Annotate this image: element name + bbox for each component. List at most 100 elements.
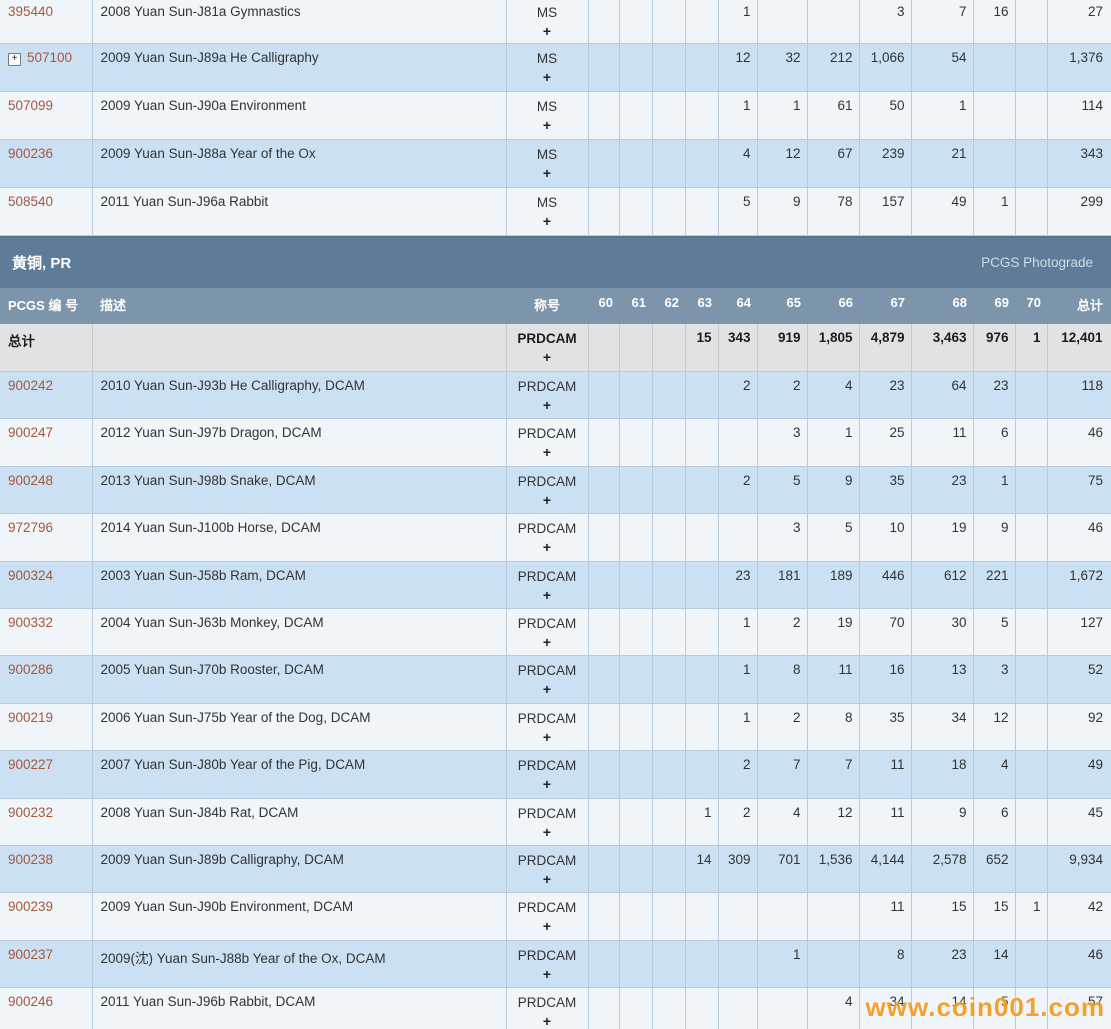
plus-designation[interactable]: + [542, 823, 552, 840]
plus-designation[interactable]: + [542, 23, 552, 39]
plus-designation[interactable]: + [542, 348, 552, 365]
col-header-grade-60: 60 [588, 287, 619, 324]
pcgs-number-link[interactable]: 972796 [8, 520, 54, 536]
grade-cell-60 [588, 513, 620, 562]
grade-cell-68: 64 [911, 371, 974, 420]
grade-cell-68: 7 [911, 0, 974, 44]
pcgs-number-link[interactable]: 900248 [8, 472, 54, 488]
plus-designation[interactable]: + [542, 586, 552, 603]
coin-description: 2009 Yuan Sun-J90b Environment, DCAM [92, 892, 507, 941]
total-cell: 46 [1047, 418, 1111, 467]
table-row: 507099 2009 Yuan Sun-J90a Environment MS… [0, 91, 1111, 140]
designation-cell: PRDCAM + [506, 608, 589, 657]
table-row: 900227 2007 Yuan Sun-J80b Year of the Pi… [0, 750, 1111, 799]
table-row: 900286 2005 Yuan Sun-J70b Rooster, DCAM … [0, 655, 1111, 704]
grade-cell-67: 4,144 [859, 845, 912, 894]
col-header-pcgs-number: PCGS 编 号 [0, 287, 92, 324]
grade-cell-66: 7 [807, 750, 860, 799]
plus-designation[interactable]: + [542, 728, 552, 745]
designation-label: PRDCAM [517, 805, 577, 821]
plus-designation[interactable]: + [542, 212, 552, 229]
designation-cell: MS + [506, 139, 589, 188]
pcgs-number-link[interactable]: 900242 [8, 378, 54, 393]
pcgs-number-link[interactable]: 900332 [8, 614, 54, 630]
plus-designation[interactable]: + [542, 68, 552, 85]
plus-designation[interactable]: + [542, 1013, 552, 1029]
pcgs-number-link[interactable]: 900238 [8, 851, 54, 867]
grade-cell-69: 15 [973, 892, 1016, 941]
pcgs-number-cell: 900232 [0, 798, 93, 846]
plus-designation[interactable]: + [542, 116, 552, 133]
plus-designation[interactable]: + [542, 965, 552, 982]
pcgs-number-link[interactable]: 900227 [8, 757, 54, 773]
plus-designation[interactable]: + [542, 918, 552, 935]
col-header-description: 描述 [92, 287, 506, 324]
grade-cell-66: 189 [807, 561, 860, 609]
grade-cell-60 [588, 655, 620, 704]
designation-cell: PRDCAM + [506, 655, 589, 704]
pcgs-number-link[interactable]: 900246 [8, 994, 54, 1010]
grade-cell-68: 23 [911, 940, 974, 989]
designation-cell: PRDCAM + [506, 323, 589, 372]
grade-cell-69: 6 [973, 798, 1016, 846]
grade-cell-69 [973, 43, 1016, 92]
grade-cell-62 [652, 139, 686, 188]
pcgs-number-cell: 900236 [0, 139, 93, 188]
grade-cell-62 [652, 845, 686, 894]
designation-cell: MS + [506, 43, 589, 92]
grade-cell-60 [588, 91, 620, 140]
grade-cell-70: 1 [1015, 892, 1048, 941]
total-cell: 42 [1047, 892, 1111, 941]
plus-designation[interactable]: + [542, 164, 552, 181]
grade-cell-65 [757, 0, 808, 44]
pcgs-number-link[interactable]: 900236 [8, 145, 54, 161]
grade-cell-62 [652, 513, 686, 562]
photograde-link[interactable]: PCGS Photograde [981, 255, 1093, 270]
grade-cell-68: 612 [911, 561, 974, 609]
grade-cell-64: 23 [718, 561, 758, 609]
grade-cell-69 [973, 91, 1016, 140]
grade-cell-60 [588, 750, 620, 799]
pcgs-number-link[interactable]: 900239 [8, 899, 54, 915]
pcgs-number-link[interactable]: 395440 [8, 4, 54, 19]
table-row: 900332 2004 Yuan Sun-J63b Monkey, DCAM P… [0, 608, 1111, 657]
pcgs-number-link[interactable]: 900219 [8, 709, 54, 725]
coin-description: 2012 Yuan Sun-J97b Dragon, DCAM [92, 418, 507, 467]
grade-cell-66: 67 [807, 139, 860, 188]
grade-cell-68: 19 [911, 513, 974, 562]
plus-designation[interactable]: + [542, 539, 552, 556]
grade-cell-61 [619, 655, 653, 704]
designation-cell: PRDCAM + [506, 561, 589, 609]
expand-icon[interactable]: + [8, 52, 21, 66]
grade-cell-67: 3 [859, 0, 912, 44]
pcgs-number-link[interactable]: 507099 [8, 97, 54, 113]
grade-cell-66 [807, 940, 860, 989]
total-cell: 1,672 [1047, 561, 1111, 609]
grade-cell-69: 14 [973, 940, 1016, 989]
plus-designation[interactable]: + [542, 397, 552, 413]
pcgs-number-link[interactable]: 900324 [8, 567, 54, 583]
pcgs-number-link[interactable]: 900247 [8, 425, 54, 441]
grade-cell-70 [1015, 418, 1048, 467]
table-row: 508540 2011 Yuan Sun-J96a Rabbit MS + 5 9… [0, 187, 1111, 236]
grade-cell-68: 49 [911, 187, 974, 236]
pcgs-number-link[interactable]: 900237 [8, 946, 54, 962]
designation-cell: PRDCAM + [506, 845, 589, 894]
pcgs-number-link[interactable]: 507100 [27, 49, 73, 65]
grade-cell-63 [685, 91, 719, 140]
designation-cell: MS + [506, 91, 589, 140]
grade-cell-67: 23 [859, 371, 912, 420]
pcgs-number-link[interactable]: 900286 [8, 662, 54, 678]
plus-designation[interactable]: + [542, 633, 552, 650]
plus-designation[interactable]: + [542, 491, 552, 508]
plus-designation[interactable]: + [542, 681, 552, 698]
plus-designation[interactable]: + [542, 776, 552, 793]
pcgs-number-link[interactable]: 508540 [8, 193, 54, 209]
plus-designation[interactable]: + [542, 444, 552, 461]
pcgs-number-link[interactable]: 900232 [8, 804, 54, 820]
grade-cell-70 [1015, 561, 1048, 609]
grade-cell-66: 12 [807, 798, 860, 846]
plus-designation[interactable]: + [542, 870, 552, 887]
table-row: 900239 2009 Yuan Sun-J90b Environment, D… [0, 892, 1111, 941]
grade-cell-67: 34 [859, 987, 912, 1029]
